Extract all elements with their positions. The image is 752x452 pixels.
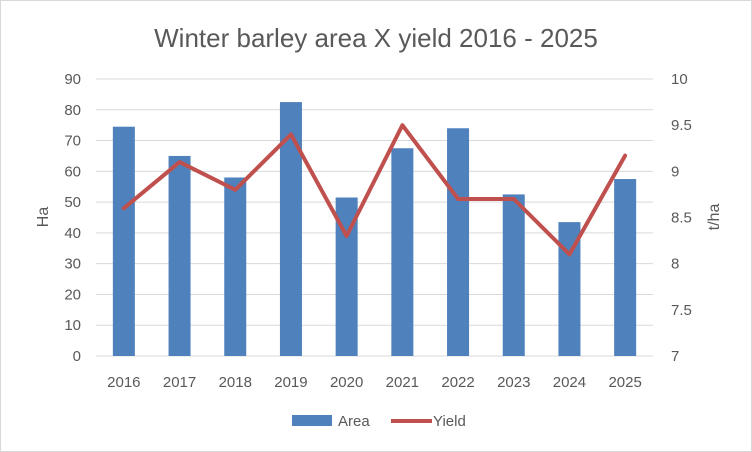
- legend: Area Yield: [292, 413, 466, 430]
- bar-series-area: [112, 102, 637, 356]
- legend-label-area: Area: [338, 413, 370, 430]
- bar-area-2023: [502, 194, 525, 356]
- left-tick-label: 50: [64, 194, 81, 211]
- right-tick-label: 8: [671, 256, 679, 273]
- bar-area-2020: [335, 197, 358, 356]
- x-axis-ticks: 2016 2017 2018 2019 2020 2021 2022 2023 2024 2025: [107, 374, 642, 391]
- x-tick-label: 2024: [553, 374, 586, 391]
- bar-area-2019: [279, 102, 302, 356]
- x-tick-label: 2025: [608, 374, 641, 391]
- bar-area-2024: [558, 222, 581, 356]
- right-tick-label: 9.5: [671, 117, 692, 134]
- left-tick-label: 80: [64, 102, 81, 119]
- x-tick-label: 2018: [219, 374, 252, 391]
- right-axis-ticks: 7 7.5 8 8.5 9 9.5 10: [671, 71, 692, 365]
- x-tick-label: 2023: [497, 374, 530, 391]
- x-tick-label: 2016: [107, 374, 140, 391]
- left-tick-label: 40: [64, 225, 81, 242]
- bar-area-2018: [224, 177, 247, 356]
- x-tick-label: 2021: [386, 374, 419, 391]
- yield-line: [121, 123, 628, 257]
- left-axis-label: Ha: [35, 207, 52, 228]
- x-tick-label: 2020: [330, 374, 363, 391]
- line-series-yield: [121, 123, 628, 257]
- right-axis-label: t/ha: [706, 204, 723, 231]
- right-tick-label: 7.5: [671, 302, 692, 319]
- x-tick-label: 2019: [274, 374, 307, 391]
- left-tick-label: 10: [64, 317, 81, 334]
- left-tick-label: 30: [64, 256, 81, 273]
- left-tick-label: 60: [64, 163, 81, 180]
- bar-area-2022: [447, 128, 470, 356]
- bar-area-2016: [112, 126, 135, 356]
- legend-swatch-area: [292, 415, 332, 426]
- left-tick-label: 20: [64, 286, 81, 303]
- x-tick-label: 2022: [441, 374, 474, 391]
- right-tick-label: 8.5: [671, 210, 692, 227]
- chart-title: Winter barley area X yield 2016 - 2025: [154, 23, 598, 53]
- bar-area-2025: [614, 179, 637, 356]
- left-tick-label: 90: [64, 71, 81, 88]
- left-axis-ticks: 0 10 20 30 40 50 60 70 80 90: [64, 71, 81, 365]
- right-tick-label: 7: [671, 348, 679, 365]
- legend-label-yield: Yield: [433, 413, 466, 430]
- left-tick-label: 0: [73, 348, 81, 365]
- x-tick-label: 2017: [163, 374, 196, 391]
- left-tick-label: 70: [64, 133, 81, 150]
- bar-area-2017: [168, 155, 191, 356]
- right-tick-label: 9: [671, 163, 679, 180]
- right-tick-label: 10: [671, 71, 688, 88]
- bar-area-2021: [391, 148, 414, 356]
